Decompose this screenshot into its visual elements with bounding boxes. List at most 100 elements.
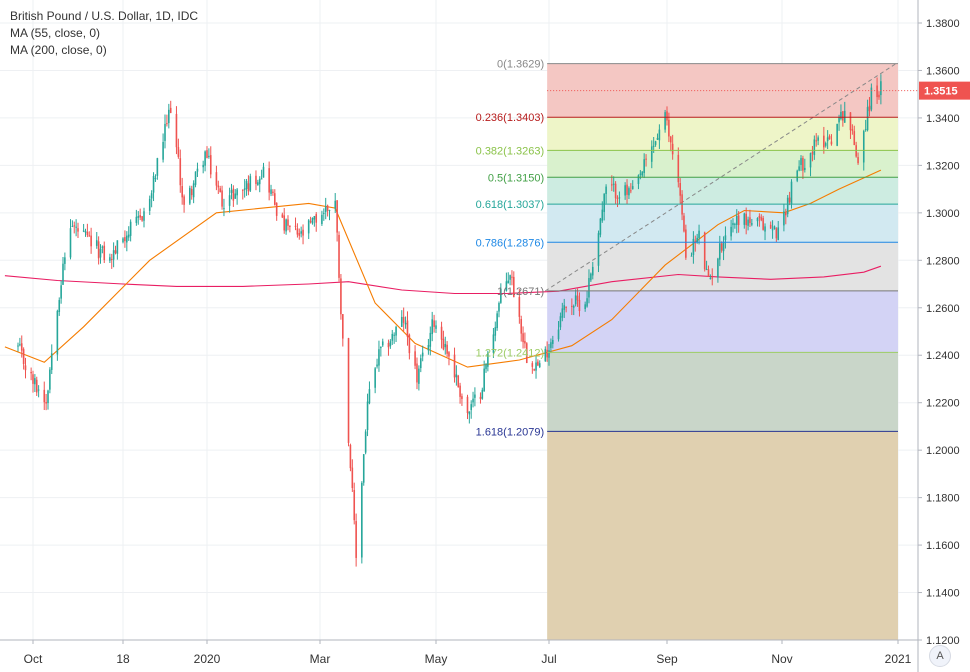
candle-body	[249, 176, 252, 191]
candle-body	[321, 214, 323, 224]
candle-body	[880, 81, 882, 96]
candle-body	[418, 368, 420, 384]
candle-body	[628, 188, 630, 196]
candle-body	[406, 320, 409, 337]
candle-body	[813, 139, 816, 156]
candle-body	[196, 168, 199, 172]
fib-retracement	[547, 63, 898, 640]
candle-body	[603, 193, 605, 212]
candle-body	[364, 431, 367, 453]
candle-body	[49, 369, 51, 390]
x-tick-label: May	[425, 652, 448, 666]
candle-body	[148, 198, 151, 211]
candle-body	[347, 338, 350, 443]
candle-body	[552, 339, 554, 344]
candle-body	[511, 276, 513, 278]
candle-body	[431, 319, 433, 335]
candle-body	[32, 374, 34, 384]
candle-body	[315, 214, 318, 223]
candle-body	[630, 190, 632, 192]
candle-body	[537, 361, 539, 366]
candle-body	[786, 197, 789, 215]
candle-body	[509, 275, 511, 280]
candle-body	[866, 107, 869, 131]
candle-body	[88, 235, 91, 237]
candle-body	[336, 200, 338, 233]
candle-body	[400, 316, 403, 327]
candle-body	[448, 352, 450, 357]
candle-body	[285, 219, 287, 232]
candle-body	[823, 135, 825, 148]
candle-body	[578, 299, 581, 312]
candle-body	[86, 231, 89, 235]
candle-body	[139, 215, 141, 218]
candle-body	[116, 240, 119, 254]
candle-body	[571, 305, 573, 307]
candle-body	[455, 374, 458, 378]
fib-level-label: 0(1.3629)	[497, 59, 544, 71]
candle-body	[830, 141, 833, 145]
candle-body	[313, 216, 316, 220]
candle-body	[513, 276, 515, 298]
candle-body	[77, 228, 79, 232]
fib-zone	[547, 352, 898, 432]
candle-body	[376, 364, 378, 367]
y-tick-label: 1.2600	[926, 303, 960, 315]
candle-body	[103, 245, 106, 260]
candle-body	[175, 113, 178, 148]
candle-body	[30, 372, 32, 374]
candle-body	[234, 193, 237, 199]
candle-body	[378, 349, 380, 366]
candle-body	[156, 158, 159, 176]
candle-body	[878, 94, 880, 98]
candle-body	[71, 226, 74, 228]
candle-body	[84, 231, 87, 233]
y-tick-label: 1.2200	[926, 398, 960, 410]
candle-body	[37, 389, 40, 391]
candle-body	[164, 123, 166, 141]
candle-body	[127, 234, 130, 238]
candle-body	[307, 220, 310, 234]
candle-body	[362, 454, 365, 483]
candle-body	[590, 273, 592, 281]
candle-body	[73, 225, 76, 227]
candle-body	[99, 248, 102, 258]
candle-body	[141, 216, 143, 221]
candle-body	[223, 208, 225, 210]
candle-body	[658, 129, 661, 141]
candle-body	[326, 205, 329, 211]
x-tick-label: Oct	[24, 652, 43, 666]
candle-body	[785, 212, 787, 216]
candle-body	[546, 349, 548, 358]
candle-body	[179, 158, 182, 186]
candle-body	[737, 215, 740, 226]
candle-body	[666, 111, 668, 121]
candle-body	[654, 141, 657, 145]
candle-body	[311, 217, 314, 224]
candle-body	[730, 226, 732, 237]
candle-body	[758, 216, 761, 219]
candle-body	[656, 137, 659, 140]
candle-body	[230, 190, 233, 193]
candle-body	[241, 189, 244, 191]
candle-body	[328, 210, 331, 212]
candle-body	[281, 214, 284, 218]
candle-body	[324, 206, 327, 212]
candle-body	[152, 176, 155, 193]
candle-body	[677, 154, 680, 183]
candle-body	[45, 402, 47, 404]
candle-body	[709, 277, 712, 279]
candles	[17, 74, 882, 567]
candle-body	[747, 219, 749, 226]
candle-body	[22, 349, 25, 365]
candle-body	[361, 482, 363, 558]
candle-body	[764, 226, 766, 232]
candle-body	[862, 131, 865, 163]
candle-body	[645, 158, 647, 160]
candle-body	[408, 334, 411, 354]
auto-scale-button[interactable]: A	[929, 645, 951, 667]
candle-body	[206, 150, 208, 158]
candle-body	[228, 195, 231, 206]
